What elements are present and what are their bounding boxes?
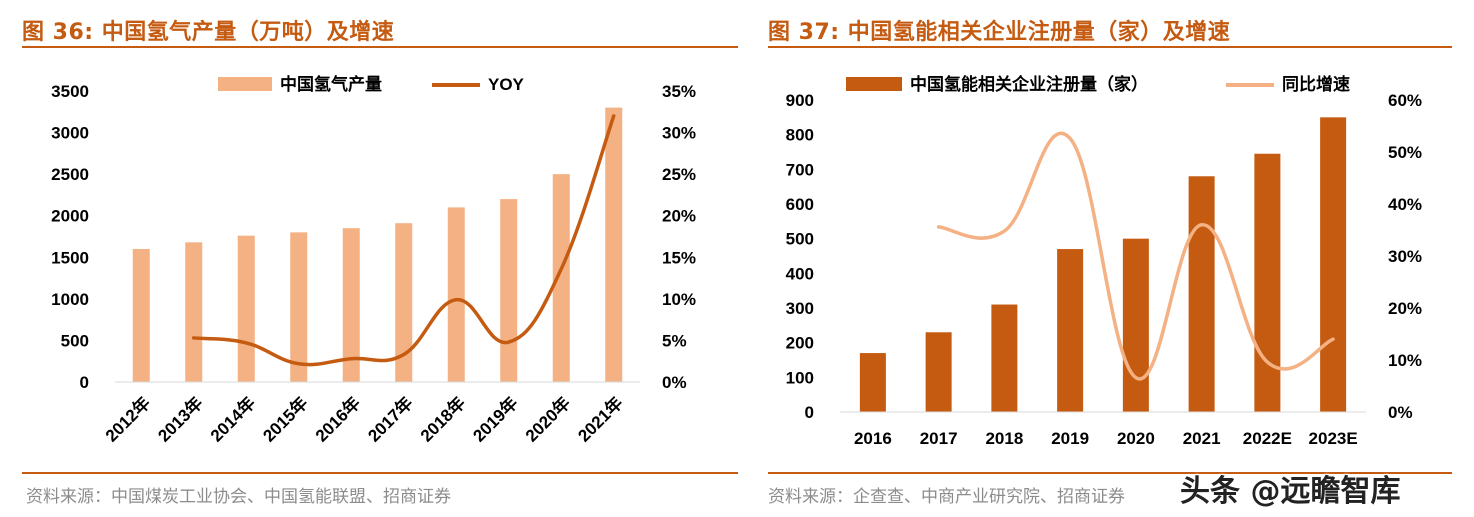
y-axis-left-tick-label: 2000 <box>51 207 89 226</box>
bar <box>132 248 150 382</box>
y-axis-left-tick-label: 900 <box>786 91 814 110</box>
y-axis-left-tick-label: 300 <box>786 299 814 318</box>
x-axis-tick-label: 2020 <box>1117 429 1155 448</box>
right-source-rule <box>768 472 1452 474</box>
bar <box>991 304 1018 412</box>
legend-line-label: YOY <box>488 75 525 94</box>
right-title-rule <box>768 46 1452 48</box>
y-axis-left-tick-label: 0 <box>805 403 814 422</box>
bar <box>925 332 952 412</box>
bar <box>185 242 203 382</box>
bar <box>395 223 413 382</box>
bar <box>1057 249 1084 412</box>
left-chart: 0 500 1000 1500 2000 2500 3000 3500 0% 5% 10% 15% 20… <box>51 74 696 446</box>
y-axis-right-tick-label: 15% <box>662 248 696 267</box>
y-axis-left-tick-label: 1000 <box>51 290 89 309</box>
y-axis-right-tick-label: 30% <box>1388 247 1422 266</box>
bar <box>1122 238 1149 412</box>
bar <box>1254 153 1281 412</box>
x-axis-tick-label: 2021年 <box>574 393 627 446</box>
y-axis-right-tick-label: 20% <box>1388 299 1422 318</box>
right-chart-title: 图 37: 中国氢能相关企业注册量（家）及增速 <box>768 20 1231 45</box>
legend-bar-swatch <box>218 77 272 91</box>
x-axis-tick-label: 2017年 <box>364 393 417 446</box>
left-title-rule <box>22 46 738 48</box>
y-axis-left-tick-label: 1500 <box>51 248 89 267</box>
x-axis-tick-label: 2015年 <box>259 393 312 446</box>
x-axis-tick-label: 2013年 <box>154 393 207 446</box>
y-axis-right-tick-label: 10% <box>662 290 696 309</box>
legend-bar-label: 中国氢能相关企业注册量（家） <box>910 74 1148 94</box>
y-axis-right-tick-label: 30% <box>662 124 696 143</box>
y-axis-right-tick-label: 25% <box>662 165 696 184</box>
y-axis-right-tick-label: 20% <box>662 207 696 226</box>
bar <box>500 199 518 382</box>
left-source-rule <box>22 472 738 474</box>
bar <box>552 174 570 382</box>
legend-bar-label: 中国氢气产量 <box>280 74 382 94</box>
series-line <box>192 114 616 367</box>
y-axis-right-tick-label: 0% <box>662 373 687 392</box>
x-axis-tick-label: 2018年 <box>416 393 469 446</box>
left-source-note: 资料来源：中国煤炭工业协会、中国氢能联盟、招商证券 <box>26 487 451 507</box>
bar <box>237 235 255 382</box>
y-axis-left-tick-label: 100 <box>786 368 814 387</box>
x-axis-tick-label: 2016 <box>854 429 892 448</box>
legend-line-label: 同比增速 <box>1282 74 1350 94</box>
legend-bar-swatch <box>846 77 902 91</box>
y-axis-left-tick-label: 700 <box>786 160 814 179</box>
bar <box>290 232 308 382</box>
x-axis-tick-label: 2018 <box>985 429 1023 448</box>
x-axis-tick-label: 2019年 <box>469 393 522 446</box>
watermark: 头条 @远瞻智库 <box>1180 474 1401 509</box>
bar <box>447 207 465 382</box>
y-axis-left-tick-label: 0 <box>80 373 89 392</box>
y-axis-left-tick-label: 2500 <box>51 165 89 184</box>
x-axis-tick-label: 2019 <box>1051 429 1089 448</box>
x-axis-tick-label: 2014年 <box>206 393 259 446</box>
y-axis-right-tick-label: 60% <box>1388 91 1422 110</box>
right-chart: 0 100 200 300 400 500 600 700 800 900 0% 10% 20% 30% 4… <box>786 74 1422 448</box>
x-axis-tick-label: 2012年 <box>101 393 154 446</box>
y-axis-right-tick-label: 40% <box>1388 195 1422 214</box>
x-axis-tick-label: 2016年 <box>311 393 364 446</box>
x-axis-tick-label: 2023E <box>1309 429 1358 448</box>
y-axis-left-tick-label: 600 <box>786 195 814 214</box>
y-axis-left-tick-label: 3500 <box>51 82 89 101</box>
x-axis-tick-label: 2022E <box>1243 429 1292 448</box>
y-axis-right-tick-label: 5% <box>662 331 687 350</box>
bar <box>605 107 623 382</box>
y-axis-left-tick-label: 800 <box>786 126 814 145</box>
y-axis-left-tick-label: 400 <box>786 264 814 283</box>
bar <box>1320 117 1347 412</box>
y-axis-left-tick-label: 500 <box>61 331 89 350</box>
x-axis-tick-label: 2021 <box>1183 429 1221 448</box>
y-axis-right-tick-label: 0% <box>1388 403 1413 422</box>
bar <box>859 353 886 412</box>
y-axis-left-tick-label: 3000 <box>51 124 89 143</box>
bar <box>1188 176 1215 412</box>
right-source-note: 资料来源：企查查、中商产业研究院、招商证券 <box>768 487 1125 507</box>
y-axis-right-tick-label: 10% <box>1388 351 1422 370</box>
y-axis-left-tick-label: 200 <box>786 334 814 353</box>
bar <box>342 228 360 382</box>
y-axis-left-tick-label: 500 <box>786 230 814 249</box>
left-chart-title: 图 36: 中国氢气产量（万吨）及增速 <box>22 20 395 45</box>
series-line <box>936 131 1335 381</box>
y-axis-right-tick-label: 50% <box>1388 143 1422 162</box>
y-axis-right-tick-label: 35% <box>662 82 696 101</box>
x-axis-tick-label: 2017 <box>920 429 958 448</box>
x-axis-tick-label: 2020年 <box>521 393 574 446</box>
